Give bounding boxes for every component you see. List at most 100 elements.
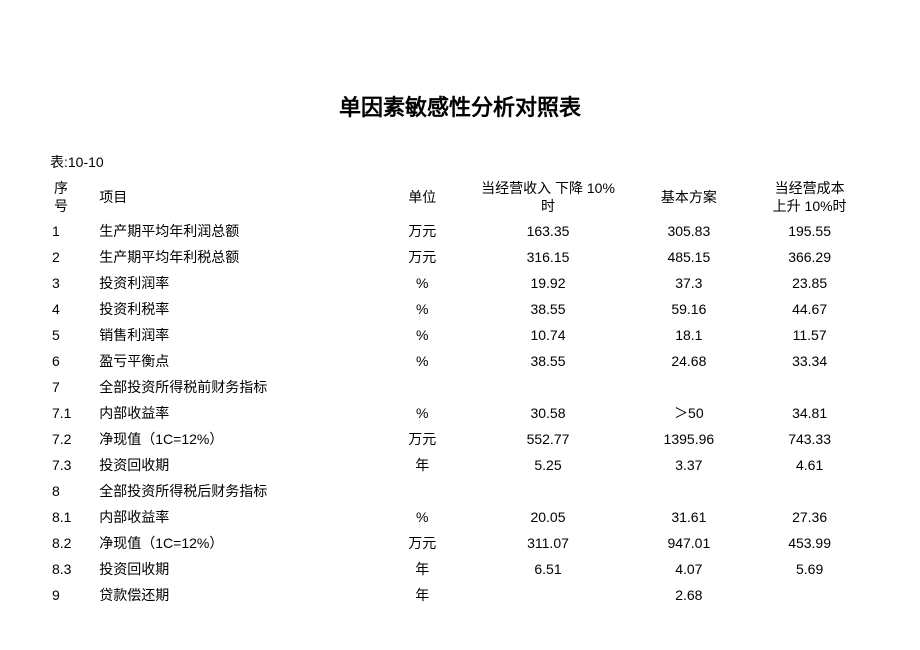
- cell-item: 生产期平均年利税总额: [95, 244, 377, 270]
- cell-v1: 6.51: [468, 556, 629, 582]
- cell-seq: 3: [50, 270, 95, 296]
- cell-unit: [377, 478, 468, 504]
- cell-unit: %: [377, 348, 468, 374]
- cell-item: 净现值（1C=12%）: [95, 530, 377, 556]
- cell-v1: 10.74: [468, 322, 629, 348]
- cell-unit: 年: [377, 452, 468, 478]
- cell-unit: %: [377, 270, 468, 296]
- cell-v1: 19.92: [468, 270, 629, 296]
- cell-v3: 4.61: [749, 452, 870, 478]
- cell-seq: 7.1: [50, 400, 95, 426]
- col-header-v1-line1: 当经营收入 下降 10%: [472, 179, 625, 197]
- col-header-unit: 单位: [377, 176, 468, 218]
- col-header-v3-line1: 当经营成本: [753, 179, 866, 197]
- cell-seq: 8: [50, 478, 95, 504]
- cell-v1: 316.15: [468, 244, 629, 270]
- cell-v1: 30.58: [468, 400, 629, 426]
- cell-seq: 7.3: [50, 452, 95, 478]
- cell-item: 销售利润率: [95, 322, 377, 348]
- cell-item: 内部收益率: [95, 504, 377, 530]
- cell-unit: 年: [377, 582, 468, 608]
- cell-v2: 1395.96: [628, 426, 749, 452]
- cell-seq: 7: [50, 374, 95, 400]
- cell-seq: 5: [50, 322, 95, 348]
- cell-v3: 5.69: [749, 556, 870, 582]
- cell-seq: 8.3: [50, 556, 95, 582]
- cell-unit: [377, 374, 468, 400]
- table-row: 3投资利润率%19.9237.323.85: [50, 270, 870, 296]
- table-label: 表:10-10: [50, 152, 870, 172]
- cell-item: 盈亏平衡点: [95, 348, 377, 374]
- cell-v2: 485.15: [628, 244, 749, 270]
- table-row: 9贷款偿还期年 2.68: [50, 582, 870, 608]
- cell-v1: 38.55: [468, 296, 629, 322]
- table-row: 2生产期平均年利税总额万元316.15485.15366.29: [50, 244, 870, 270]
- cell-item: 贷款偿还期: [95, 582, 377, 608]
- cell-unit: 年: [377, 556, 468, 582]
- cell-v3: 195.55: [749, 218, 870, 244]
- cell-item: 投资利税率: [95, 296, 377, 322]
- col-header-seq-line1: 序: [54, 179, 91, 197]
- cell-v3: 44.67: [749, 296, 870, 322]
- table-row: 8.2净现值（1C=12%）万元311.07947.01453.99: [50, 530, 870, 556]
- cell-v1: [468, 478, 629, 504]
- table-row: 7.1内部收益率%30.58＞5034.81: [50, 400, 870, 426]
- table-row: 8.3投资回收期年6.514.075.69: [50, 556, 870, 582]
- cell-v3: 453.99: [749, 530, 870, 556]
- cell-seq: 1: [50, 218, 95, 244]
- table-body: 1生产期平均年利润总额万元163.35305.83195.552生产期平均年利税…: [50, 218, 870, 608]
- table-row: 5销售利润率%10.7418.111.57: [50, 322, 870, 348]
- col-header-seq: 序 号: [50, 176, 95, 218]
- cell-v3: 23.85: [749, 270, 870, 296]
- cell-item: 投资回收期: [95, 452, 377, 478]
- cell-v2: 2.68: [628, 582, 749, 608]
- cell-v3: 366.29: [749, 244, 870, 270]
- cell-v1: [468, 582, 629, 608]
- cell-seq: 8.1: [50, 504, 95, 530]
- cell-item: 投资回收期: [95, 556, 377, 582]
- cell-unit: 万元: [377, 244, 468, 270]
- cell-v2: 3.37: [628, 452, 749, 478]
- cell-v2: 24.68: [628, 348, 749, 374]
- table-row: 7全部投资所得税前财务指标: [50, 374, 870, 400]
- cell-v3: 743.33: [749, 426, 870, 452]
- cell-item: 全部投资所得税前财务指标: [95, 374, 377, 400]
- cell-seq: 7.2: [50, 426, 95, 452]
- cell-item: 净现值（1C=12%）: [95, 426, 377, 452]
- cell-v3: [749, 374, 870, 400]
- cell-seq: 2: [50, 244, 95, 270]
- table-row: 7.3投资回收期年5.253.374.61: [50, 452, 870, 478]
- col-header-v2: 基本方案: [628, 176, 749, 218]
- cell-v2: 18.1: [628, 322, 749, 348]
- cell-v1: 163.35: [468, 218, 629, 244]
- cell-v3: 34.81: [749, 400, 870, 426]
- col-header-item: 项目: [95, 176, 377, 218]
- cell-v1: [468, 374, 629, 400]
- cell-item: 投资利润率: [95, 270, 377, 296]
- cell-item: 全部投资所得税后财务指标: [95, 478, 377, 504]
- cell-item: 生产期平均年利润总额: [95, 218, 377, 244]
- table-row: 6盈亏平衡点%38.5524.6833.34: [50, 348, 870, 374]
- cell-v2: [628, 374, 749, 400]
- table-header-row: 序 号 项目 单位 当经营收入 下降 10% 时 基本方案 当经营成本 上升 1…: [50, 176, 870, 218]
- cell-v2: 305.83: [628, 218, 749, 244]
- page-title: 单因素敏感性分析对照表: [50, 90, 870, 122]
- cell-v2: 947.01: [628, 530, 749, 556]
- cell-v3: [749, 478, 870, 504]
- col-header-v1-line2: 时: [472, 197, 625, 215]
- cell-v1: 38.55: [468, 348, 629, 374]
- sensitivity-analysis-table: 序 号 项目 单位 当经营收入 下降 10% 时 基本方案 当经营成本 上升 1…: [50, 176, 870, 608]
- cell-v3: 33.34: [749, 348, 870, 374]
- cell-seq: 6: [50, 348, 95, 374]
- cell-v2: 37.3: [628, 270, 749, 296]
- table-row: 1生产期平均年利润总额万元163.35305.83195.55: [50, 218, 870, 244]
- cell-seq: 9: [50, 582, 95, 608]
- col-header-v1: 当经营收入 下降 10% 时: [468, 176, 629, 218]
- col-header-v3-line2: 上升 10%时: [753, 197, 866, 215]
- table-row: 7.2净现值（1C=12%）万元552.771395.96743.33: [50, 426, 870, 452]
- table-row: 8全部投资所得税后财务指标: [50, 478, 870, 504]
- cell-v2: 31.61: [628, 504, 749, 530]
- cell-v1: 552.77: [468, 426, 629, 452]
- cell-v2: [628, 478, 749, 504]
- col-header-v3: 当经营成本 上升 10%时: [749, 176, 870, 218]
